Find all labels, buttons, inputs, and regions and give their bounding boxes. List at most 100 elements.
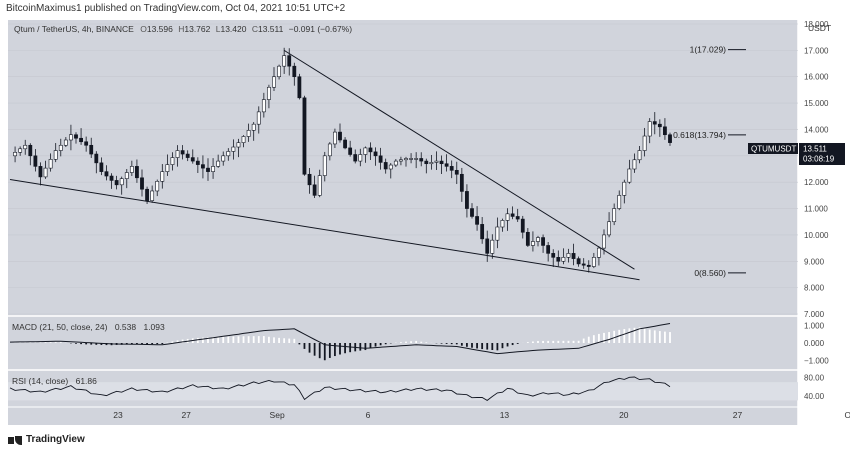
rsi-tick-label: 40.00 (804, 392, 825, 401)
candle-body (272, 76, 276, 88)
trendline-upper (283, 49, 635, 270)
fib-label: 1(17.029) (690, 45, 727, 55)
candle-body (525, 231, 530, 246)
candle-body (109, 175, 114, 181)
candle-body (348, 147, 353, 155)
candle-body (74, 134, 78, 139)
candle-body (353, 154, 358, 162)
time-tick-label: Oct (845, 410, 850, 420)
candle-body (475, 216, 479, 225)
candle-body (190, 157, 195, 162)
time-tick-label: 23 (113, 410, 123, 420)
candle-body (307, 173, 312, 186)
candle-body (33, 155, 38, 167)
candle-body (185, 153, 190, 158)
candle-body (63, 139, 68, 146)
candle-body (607, 221, 611, 236)
trading-chart[interactable]: 18.00017.00016.00015.00014.00013.00012.0… (0, 18, 850, 430)
macd-line (9, 323, 671, 355)
candle-body (114, 180, 119, 186)
candle-body (201, 164, 205, 169)
candle-body (221, 155, 226, 162)
candle-body (490, 239, 495, 254)
time-axis: 2327Sep6132027Oct511 (113, 410, 850, 420)
candle-body (531, 241, 535, 246)
candle-body (647, 121, 652, 137)
candle-body (119, 178, 124, 186)
trendline-lower (9, 179, 640, 281)
candle-body (581, 263, 586, 266)
candle-body (404, 158, 408, 161)
candle-body (129, 166, 134, 173)
candle-body (38, 166, 43, 178)
candle-body (500, 220, 505, 228)
candle-body (312, 184, 317, 196)
time-tick-label: Sep (270, 410, 285, 420)
candle-body (657, 123, 662, 128)
price-tick-label: 9.000 (804, 257, 825, 266)
candle-body (480, 224, 485, 240)
candle-body (124, 172, 129, 179)
macd-label: MACD (21, 50, close, 24) 0.538 1.093 (12, 322, 165, 332)
fib-label: 0(8.560) (694, 268, 726, 278)
candle-body (520, 218, 525, 233)
candle-body (449, 166, 454, 171)
price-tag-timer: 03:08:19 (803, 155, 835, 164)
candle-body (150, 190, 155, 201)
candle-body (541, 237, 545, 246)
candle-body (612, 208, 617, 223)
time-tick-label: 27 (181, 410, 191, 420)
price-tick-label: 16.000 (804, 73, 829, 82)
rsi-line (9, 376, 671, 401)
candle-body (652, 121, 657, 125)
price-tick-label: 17.000 (804, 46, 829, 55)
candle-body (393, 160, 398, 166)
candle-body (256, 111, 261, 125)
candle-body (551, 253, 556, 258)
trendlines (9, 49, 640, 281)
candle-body (429, 162, 434, 165)
candle-body (363, 147, 368, 155)
candle-body (170, 157, 175, 165)
price-tick-label: 14.000 (804, 125, 829, 134)
candle-body (622, 181, 627, 196)
candle-body (333, 131, 337, 145)
time-tick-label: 13 (500, 410, 510, 420)
currency-label: USDT (808, 23, 831, 33)
candle-body (663, 126, 667, 136)
candle-body (409, 158, 413, 160)
candle-body (277, 65, 281, 78)
rsi-pane: 80.00 40.00 (8, 374, 825, 401)
candle-body (343, 139, 347, 149)
candle-body (165, 164, 170, 172)
price-grid (8, 23, 798, 315)
candle-body (566, 253, 571, 258)
candle-body (373, 151, 378, 157)
candle-body (668, 134, 672, 143)
candle-body (383, 162, 388, 170)
footer-bar: TradingView (0, 430, 850, 450)
candle-body (282, 55, 287, 67)
candle-body (251, 123, 256, 131)
fib-levels: 1(17.029) 0.618(13.794) 0(8.560) (673, 45, 746, 278)
candle-body (155, 181, 160, 192)
candle-body (18, 148, 23, 153)
candle-body (597, 247, 601, 258)
candle-body (69, 134, 73, 141)
candle-body (485, 238, 490, 254)
candle-body (327, 143, 332, 157)
candle-body (211, 166, 215, 172)
candle-body (546, 245, 551, 254)
candle-body (287, 55, 292, 67)
candle-body (241, 136, 246, 143)
price-tick-label: 12.000 (804, 178, 829, 187)
candle-body (495, 226, 500, 241)
candle-body (216, 160, 221, 167)
candle-body (419, 158, 424, 162)
candle-body (302, 97, 307, 175)
candle-body (632, 159, 637, 170)
candle-body (586, 264, 591, 267)
candle-body (358, 154, 363, 162)
price-tick-label: 11.000 (804, 205, 828, 214)
candle-body (399, 159, 403, 162)
